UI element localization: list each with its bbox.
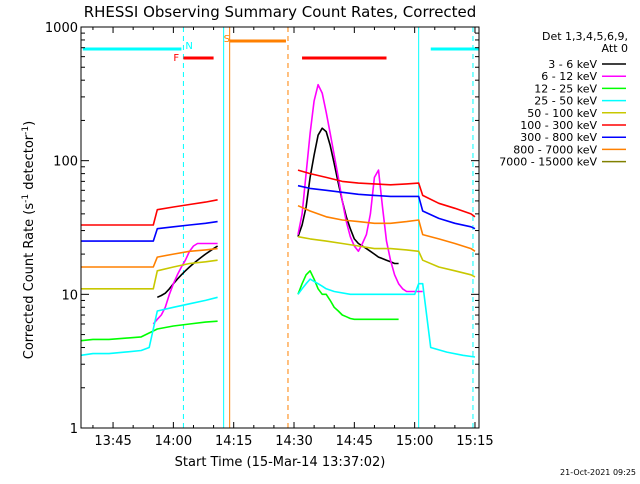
series-line-3 [80, 278, 476, 358]
legend-label-2: 12 - 25 keV [534, 82, 597, 95]
series-line-7 [80, 204, 476, 268]
footer-date: 21-Oct-2021 09:25 [560, 468, 636, 477]
axis-ticks: 13:45 14:00 14:15 14:30 14:45 15:00 15:15 1 10 10… [45, 21, 494, 449]
legend-label-4: 50 - 100 keV [527, 107, 597, 120]
legend-label-7: 800 - 7000 keV [513, 143, 597, 156]
legend-label-8: 7000 - 15000 keV [499, 156, 597, 169]
y-tick-label-1: 10 [61, 288, 78, 303]
y-axis-label-sup1: -1 [21, 194, 31, 203]
x-tick-label-3: 14:30 [275, 434, 312, 449]
legend-label-1: 6 - 12 keV [541, 70, 597, 83]
x-tick-label-5: 15:00 [396, 434, 433, 449]
legend-label-3: 25 - 50 keV [534, 95, 597, 108]
y-axis-label: Corrected Count Rate (s-1 detector-1) [21, 121, 37, 359]
y-axis-label-end: ) [22, 121, 37, 126]
night-bar-label: N [185, 41, 192, 52]
y-axis-label-sup2: -1 [21, 126, 31, 135]
legend-label-0: 3 - 6 keV [548, 58, 597, 71]
plot-frame [80, 26, 480, 429]
y-tick-label-0: 1 [70, 422, 78, 437]
y-axis-label-main: Corrected Count Rate (s [22, 203, 37, 360]
x-tick-label-0: 13:45 [94, 434, 131, 449]
saa-bar-label: S [224, 34, 230, 45]
plot-area: N S F [80, 27, 479, 428]
flare-bar-label: F [173, 53, 179, 64]
chart-title: RHESSI Observing Summary Count Rates, Co… [84, 3, 477, 21]
series-line-0 [156, 127, 399, 299]
x-tick-label-2: 14:15 [215, 434, 252, 449]
y-tick-label-3: 1000 [45, 21, 78, 36]
legend-label-6: 300 - 800 keV [520, 131, 597, 144]
series-line-4 [80, 235, 476, 290]
legend-header-line2: Att 0 [602, 42, 628, 55]
legend-label-5: 100 - 300 keV [520, 119, 597, 132]
x-tick-label-1: 14:00 [155, 434, 192, 449]
x-tick-label-4: 14:45 [336, 434, 373, 449]
x-tick-label-6: 15:15 [456, 434, 493, 449]
y-axis-label-mid: detector [22, 134, 37, 194]
x-axis-label: Start Time (15-Mar-14 13:37:02) [175, 455, 386, 470]
series-line-6 [80, 184, 476, 242]
series-line-5 [80, 169, 476, 226]
legend-header-line1: Det 1,3,4,5,6,9, [542, 30, 628, 43]
svg-text:Corrected Count Rate (s-1 dete: Corrected Count Rate (s-1 detector-1) [21, 121, 37, 359]
y-tick-label-2: 100 [53, 155, 78, 170]
series-line-2 [80, 270, 399, 342]
